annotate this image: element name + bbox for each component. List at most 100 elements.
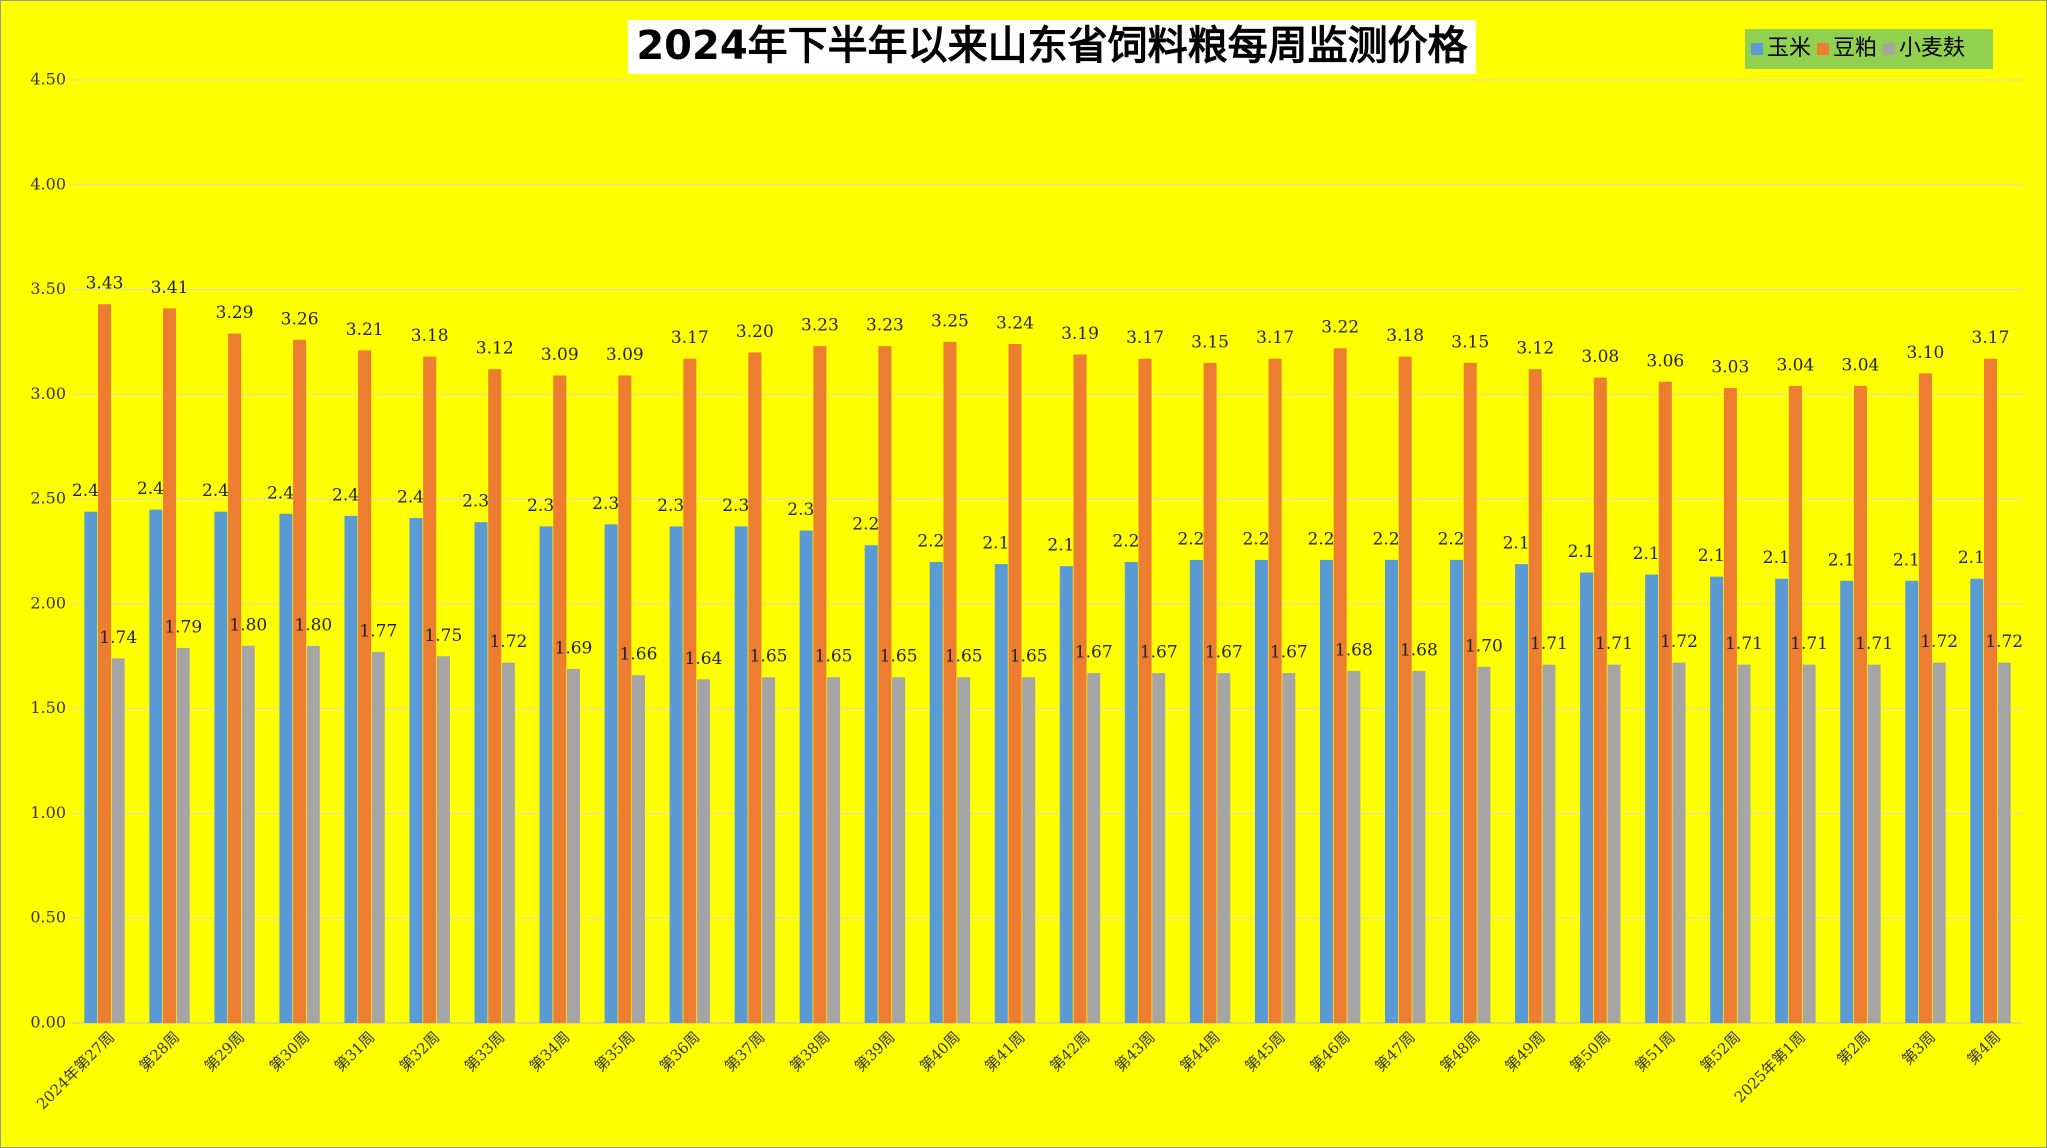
value-label: 3.04 [1776,355,1814,375]
bar [1788,385,1802,1023]
bar [1932,662,1946,1023]
bar [84,511,98,1023]
y-tick-label: 1.50 [30,698,66,717]
bar [683,358,697,1024]
bar [1775,578,1789,1023]
bar [943,341,957,1023]
bar [1319,559,1333,1023]
bar [604,524,618,1023]
bar [228,333,242,1023]
bar [1593,377,1607,1024]
bar [929,561,943,1023]
legend-swatch [1751,43,1763,55]
value-label: 1.71 [1530,634,1568,654]
value-label: 3.26 [281,309,319,329]
value-label: 3.09 [606,345,644,365]
value-label: 3.09 [541,345,579,365]
bar [279,513,293,1023]
bar [1152,673,1166,1023]
bar [1333,348,1347,1024]
bar [1008,344,1022,1023]
legend-swatch [1817,43,1830,55]
value-label: 1.65 [880,647,918,667]
bar [1672,662,1686,1023]
bar [799,530,813,1023]
bar [864,545,878,1023]
legend-box [1745,29,1993,69]
bar [566,668,580,1023]
value-label: 1.68 [1400,640,1438,660]
bar [344,515,358,1023]
bar [1384,559,1398,1023]
value-label: 1.70 [1465,636,1503,656]
value-label: 3.03 [1711,358,1749,378]
legend-label: 小麦麸 [1899,36,1965,61]
bar [892,677,906,1023]
bar [1203,362,1217,1023]
legend-swatch [1883,43,1896,55]
bar [618,375,632,1023]
value-label: 1.79 [164,617,202,637]
y-tick-label: 4.00 [30,174,66,193]
bar [1282,673,1296,1023]
value-label: 1.68 [1335,640,1373,660]
value-label: 3.20 [736,322,774,342]
value-label: 1.65 [750,647,788,667]
value-label: 3.12 [1516,339,1554,359]
bar [1997,662,2011,1023]
legend-label: 玉米 [1767,36,1811,61]
bar [1477,666,1491,1023]
bar [669,526,683,1023]
value-label: 3.17 [671,328,709,348]
bar [501,662,515,1023]
value-label: 3.23 [866,316,904,336]
value-label: 3.06 [1646,351,1684,371]
value-label: 3.22 [1321,318,1359,338]
y-tick-label: 2.50 [30,489,66,508]
value-label: 1.72 [1920,632,1958,652]
value-label: 1.71 [1725,634,1763,654]
value-label: 3.17 [1126,328,1164,348]
chart-title: 2024年下半年以来山东省饲料粮每周监测价格 [636,23,1468,69]
value-label: 3.25 [931,311,969,331]
bar [1528,369,1542,1024]
value-label: 1.75 [424,626,462,646]
bar [306,645,320,1023]
value-label: 1.67 [1140,643,1178,663]
bar [241,645,255,1023]
bar [1840,580,1854,1023]
y-tick-label: 4.50 [30,70,66,89]
bar [214,511,228,1023]
bar [1645,574,1659,1023]
bar [1022,677,1036,1023]
bar [1905,580,1919,1023]
bar [474,522,488,1023]
value-label: 1.80 [229,615,267,635]
bar [176,647,190,1023]
bar [1254,559,1268,1023]
bar [149,509,163,1024]
value-label: 3.17 [1972,328,2010,348]
bar [1087,673,1101,1023]
value-label: 1.71 [1595,634,1633,654]
bar [994,564,1008,1023]
bar [813,346,827,1023]
bar [358,350,372,1023]
bar [1867,664,1881,1023]
bar [98,304,112,1023]
bar [1412,670,1426,1023]
bar [1217,673,1231,1023]
bar [1723,388,1737,1024]
y-tick-label: 2.00 [30,593,66,612]
bar [1983,358,1997,1024]
bar [409,517,423,1023]
bar [827,677,841,1023]
y-tick-label: 3.50 [30,279,66,298]
value-label: 3.12 [476,339,514,359]
legend-label: 豆粕 [1833,36,1877,61]
value-label: 1.71 [1855,634,1893,654]
value-label: 3.04 [1841,355,1879,375]
value-label: 3.10 [1907,343,1945,363]
bar [1802,664,1816,1023]
